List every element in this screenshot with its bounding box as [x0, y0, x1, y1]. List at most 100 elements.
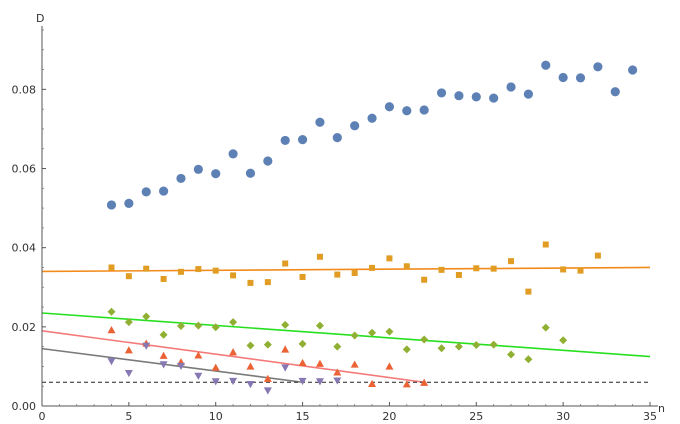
data-point-series-1 [106, 200, 117, 210]
data-point-series-3 [298, 339, 307, 348]
data-point-series-1 [489, 93, 499, 103]
data-point-series-4 [194, 351, 203, 359]
data-point-series-5 [333, 377, 342, 385]
data-point-series-3 [211, 323, 220, 332]
data-point-series-1 [558, 72, 568, 83]
data-point-series-2 [594, 252, 601, 259]
data-point-series-3 [402, 345, 411, 354]
data-point-series-3 [472, 341, 481, 350]
data-point-series-2 [247, 279, 254, 286]
x-axis-title: n [658, 402, 665, 415]
data-point-series-2 [351, 270, 358, 277]
data-point-series-2 [421, 276, 428, 283]
data-point-series-5 [281, 364, 290, 372]
x-tick-label: 35 [643, 410, 657, 423]
y-tick-label: 0.04 [12, 242, 37, 255]
data-point-series-2 [125, 273, 132, 280]
data-point-series-1 [628, 65, 638, 75]
data-point-series-3 [176, 322, 185, 331]
data-point-series-1 [280, 135, 290, 146]
data-point-series-2 [334, 271, 341, 278]
data-point-series-1 [454, 91, 464, 101]
data-point-series-1 [245, 168, 256, 178]
data-point-series-3 [489, 340, 498, 349]
data-point-series-5 [159, 361, 168, 369]
data-point-series-2 [508, 258, 515, 265]
data-point-series-3 [246, 341, 255, 350]
data-point-series-4 [124, 346, 133, 354]
data-point-series-3 [229, 318, 238, 327]
data-point-series-2 [542, 241, 549, 248]
data-point-series-1 [228, 149, 238, 159]
data-point-series-1 [575, 73, 586, 83]
data-point-series-1 [350, 121, 360, 131]
data-point-series-3 [420, 335, 429, 344]
y-tick-label: 0.08 [12, 83, 37, 96]
data-point-series-1 [610, 87, 620, 97]
data-point-series-4 [281, 345, 290, 353]
data-point-series-3 [333, 342, 342, 351]
data-point-series-4 [298, 358, 307, 367]
data-points [106, 60, 638, 395]
data-point-series-1 [384, 102, 395, 112]
data-point-series-1 [471, 92, 481, 102]
data-point-series-2 [316, 253, 323, 260]
data-point-series-4 [420, 378, 429, 386]
data-point-series-2 [195, 266, 202, 273]
data-point-series-3 [263, 340, 272, 349]
data-point-series-3 [194, 321, 203, 330]
data-point-series-3 [385, 327, 394, 336]
data-point-series-2 [299, 273, 306, 280]
data-point-series-1 [419, 105, 429, 115]
data-point-series-1 [159, 186, 169, 196]
data-point-series-4 [229, 348, 238, 356]
data-point-series-2 [264, 279, 271, 286]
data-point-series-3 [541, 323, 550, 332]
data-point-series-5 [315, 378, 324, 386]
data-point-series-2 [212, 267, 219, 274]
data-point-series-4 [159, 351, 168, 359]
fit-line-2 [41, 312, 651, 358]
data-point-series-2 [282, 260, 289, 267]
data-point-series-1 [506, 82, 516, 92]
x-tick-label: 10 [209, 410, 223, 423]
data-point-series-3 [437, 344, 446, 353]
data-point-series-1 [193, 164, 203, 174]
data-point-series-2 [177, 268, 184, 275]
data-point-series-3 [559, 336, 568, 345]
fit-line-1 [41, 266, 651, 273]
data-point-series-2 [160, 275, 167, 282]
y-tick-label: 0.02 [12, 321, 37, 334]
x-tick-label: 15 [296, 410, 310, 423]
data-point-series-3 [159, 330, 168, 339]
data-point-series-1 [367, 113, 377, 123]
data-point-series-2 [455, 271, 462, 278]
data-point-series-3 [454, 342, 463, 351]
x-tick-label: 30 [556, 410, 570, 423]
data-point-series-5 [229, 377, 238, 386]
data-point-series-5 [194, 372, 203, 380]
data-point-series-4 [402, 380, 411, 388]
x-tick-label: 0 [39, 410, 46, 423]
data-point-series-2 [369, 264, 376, 271]
data-point-series-3 [124, 318, 133, 327]
data-point-series-1 [297, 135, 308, 145]
data-point-series-5 [211, 378, 220, 386]
data-point-series-3 [281, 320, 290, 329]
data-point-series-1 [176, 173, 186, 184]
data-point-series-2 [143, 265, 150, 272]
data-point-series-3 [107, 307, 116, 316]
data-point-series-3 [524, 355, 533, 364]
data-point-series-2 [108, 264, 115, 271]
data-point-series-2 [525, 288, 532, 295]
data-point-series-4 [333, 368, 342, 376]
data-point-series-1 [436, 88, 447, 98]
data-point-series-4 [385, 362, 394, 370]
data-point-series-3 [368, 328, 377, 337]
fit-line-3 [41, 330, 425, 384]
y-tick-label: 0.00 [12, 400, 37, 413]
data-point-series-2 [560, 266, 567, 273]
data-point-series-5 [142, 342, 151, 350]
y-tick-label: 0.06 [12, 163, 37, 176]
